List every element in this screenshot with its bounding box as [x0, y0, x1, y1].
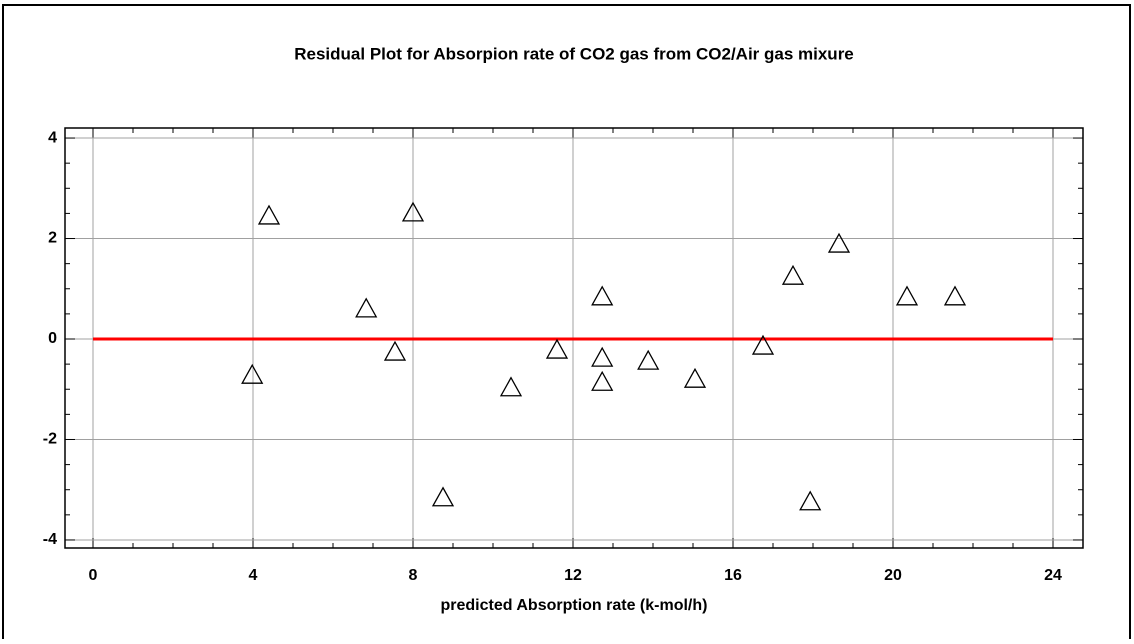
x-tick-label: 8: [409, 567, 418, 584]
point: [431, 486, 455, 507]
x-tick-label: 0: [89, 567, 98, 584]
y-tick-label: 2: [48, 230, 57, 247]
x-tick-label: 16: [724, 567, 742, 584]
point: [591, 346, 614, 367]
point: [257, 204, 281, 225]
point: [241, 363, 264, 384]
point: [591, 285, 614, 306]
plot-frame: [64, 127, 1084, 549]
y-tick-label: 0: [48, 330, 57, 347]
point: [401, 201, 425, 222]
point: [799, 490, 822, 511]
point: [383, 340, 407, 361]
point: [683, 367, 707, 388]
chart-title: Residual Plot for Absorpion rate of CO2 …: [294, 44, 854, 63]
x-tick-label: 12: [564, 567, 582, 584]
point: [827, 232, 851, 253]
point: [355, 297, 378, 318]
point: [895, 285, 919, 306]
point: [637, 349, 660, 370]
point: [943, 285, 967, 306]
point: [499, 376, 523, 397]
outer-frame: [2, 4, 1131, 644]
point: [781, 264, 805, 285]
point: [591, 370, 614, 391]
y-tick-label: -2: [43, 431, 57, 448]
point: [545, 338, 569, 359]
y-tick-label: -4: [43, 531, 57, 548]
x-tick-label: 20: [884, 567, 902, 584]
x-tick-label: 24: [1044, 567, 1062, 584]
x-tick-label: 4: [249, 567, 258, 584]
x-axis-label: predicted Absorption rate (k-mol/h): [441, 597, 708, 614]
y-tick-label: 4: [48, 129, 57, 146]
point: [751, 334, 775, 355]
